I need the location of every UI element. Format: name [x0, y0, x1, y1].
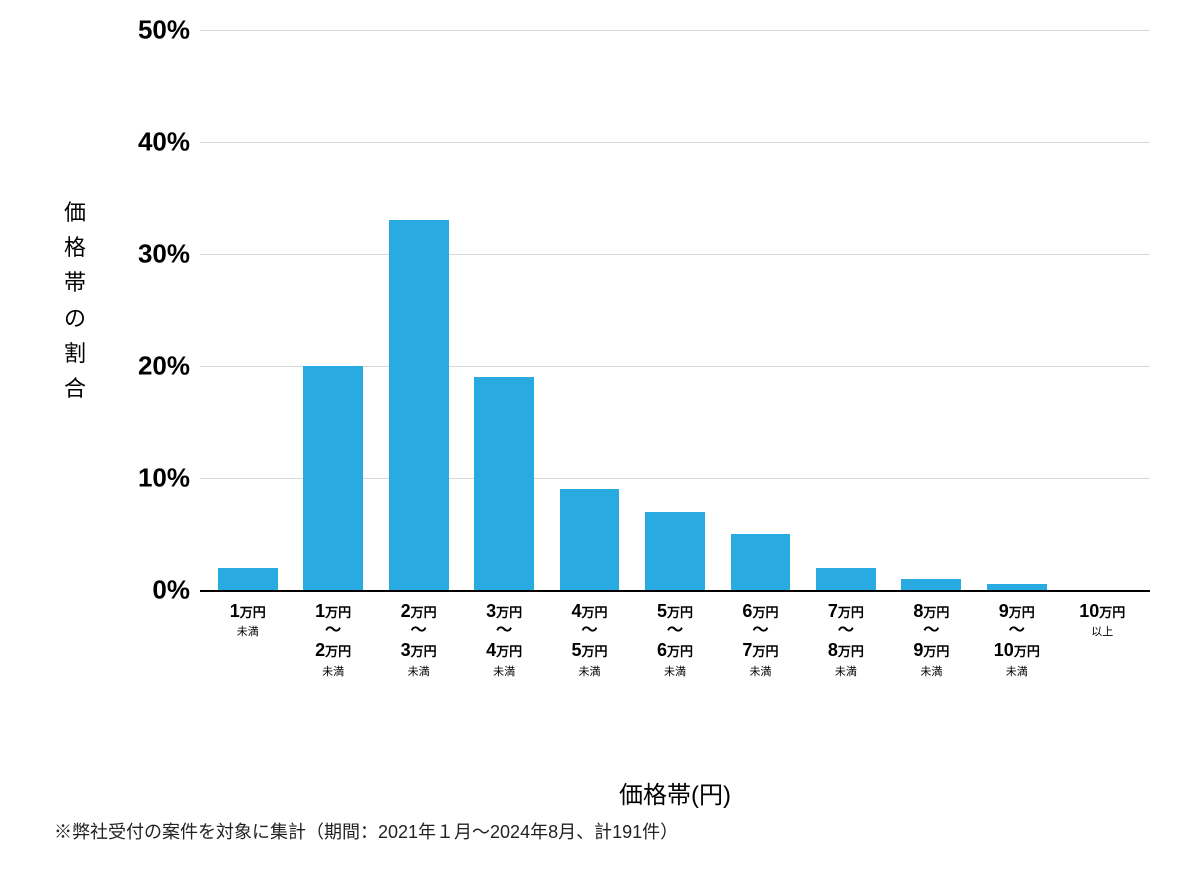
bar-slot	[376, 30, 461, 590]
y-tick-label: 10%	[100, 463, 190, 494]
plot-area: 0%10%20%30%40%50% 1万円未満1万円〜2万円未満2万円〜3万円未…	[200, 30, 1150, 590]
y-tick-label: 20%	[100, 351, 190, 382]
bar-slot	[632, 30, 717, 590]
bar	[474, 377, 534, 590]
bar-slot	[889, 30, 974, 590]
bar	[303, 366, 363, 590]
bar	[560, 489, 620, 590]
x-axis-title: 価格帯(円)	[200, 775, 1150, 810]
bar	[218, 568, 278, 590]
x-tick-label: 9万円〜10万円未満	[974, 600, 1059, 679]
x-tick-label: 1万円未満	[205, 600, 290, 679]
x-tick-label: 1万円〜2万円未満	[290, 600, 375, 679]
x-tick-label: 6万円〜7万円未満	[718, 600, 803, 679]
bar-slot	[461, 30, 546, 590]
bars-group	[200, 30, 1150, 590]
bar-slot	[547, 30, 632, 590]
bar	[645, 512, 705, 590]
x-tick-label: 7万円〜8万円未満	[803, 600, 888, 679]
chart-container: 価格帯の割合 0%10%20%30%40%50% 1万円未満1万円〜2万円未満2…	[60, 30, 1160, 730]
y-tick-label: 50%	[100, 15, 190, 46]
bar-slot	[1060, 30, 1145, 590]
x-labels-group: 1万円未満1万円〜2万円未満2万円〜3万円未満3万円〜4万円未満4万円〜5万円未…	[200, 590, 1150, 679]
x-tick-label: 10万円以上	[1060, 600, 1145, 679]
bar	[731, 534, 791, 590]
bar-slot	[803, 30, 888, 590]
bar	[816, 568, 876, 590]
x-tick-label: 3万円〜4万円未満	[461, 600, 546, 679]
bar-slot	[974, 30, 1059, 590]
y-tick-label: 30%	[100, 239, 190, 270]
y-axis-label: 価格帯の割合	[60, 195, 90, 406]
footnote: ※弊社受付の案件を対象に集計（期間：2021年１月〜2024年8月、計191件）	[54, 818, 678, 844]
bar	[901, 579, 961, 590]
bar-slot	[718, 30, 803, 590]
x-tick-label: 4万円〜5万円未満	[547, 600, 632, 679]
y-tick-label: 0%	[100, 575, 190, 606]
x-tick-label: 2万円〜3万円未満	[376, 600, 461, 679]
x-tick-label: 8万円〜9万円未満	[889, 600, 974, 679]
x-tick-label: 5万円〜6万円未満	[632, 600, 717, 679]
bar-slot	[290, 30, 375, 590]
bar-slot	[205, 30, 290, 590]
bar	[389, 220, 449, 590]
y-tick-label: 40%	[100, 127, 190, 158]
